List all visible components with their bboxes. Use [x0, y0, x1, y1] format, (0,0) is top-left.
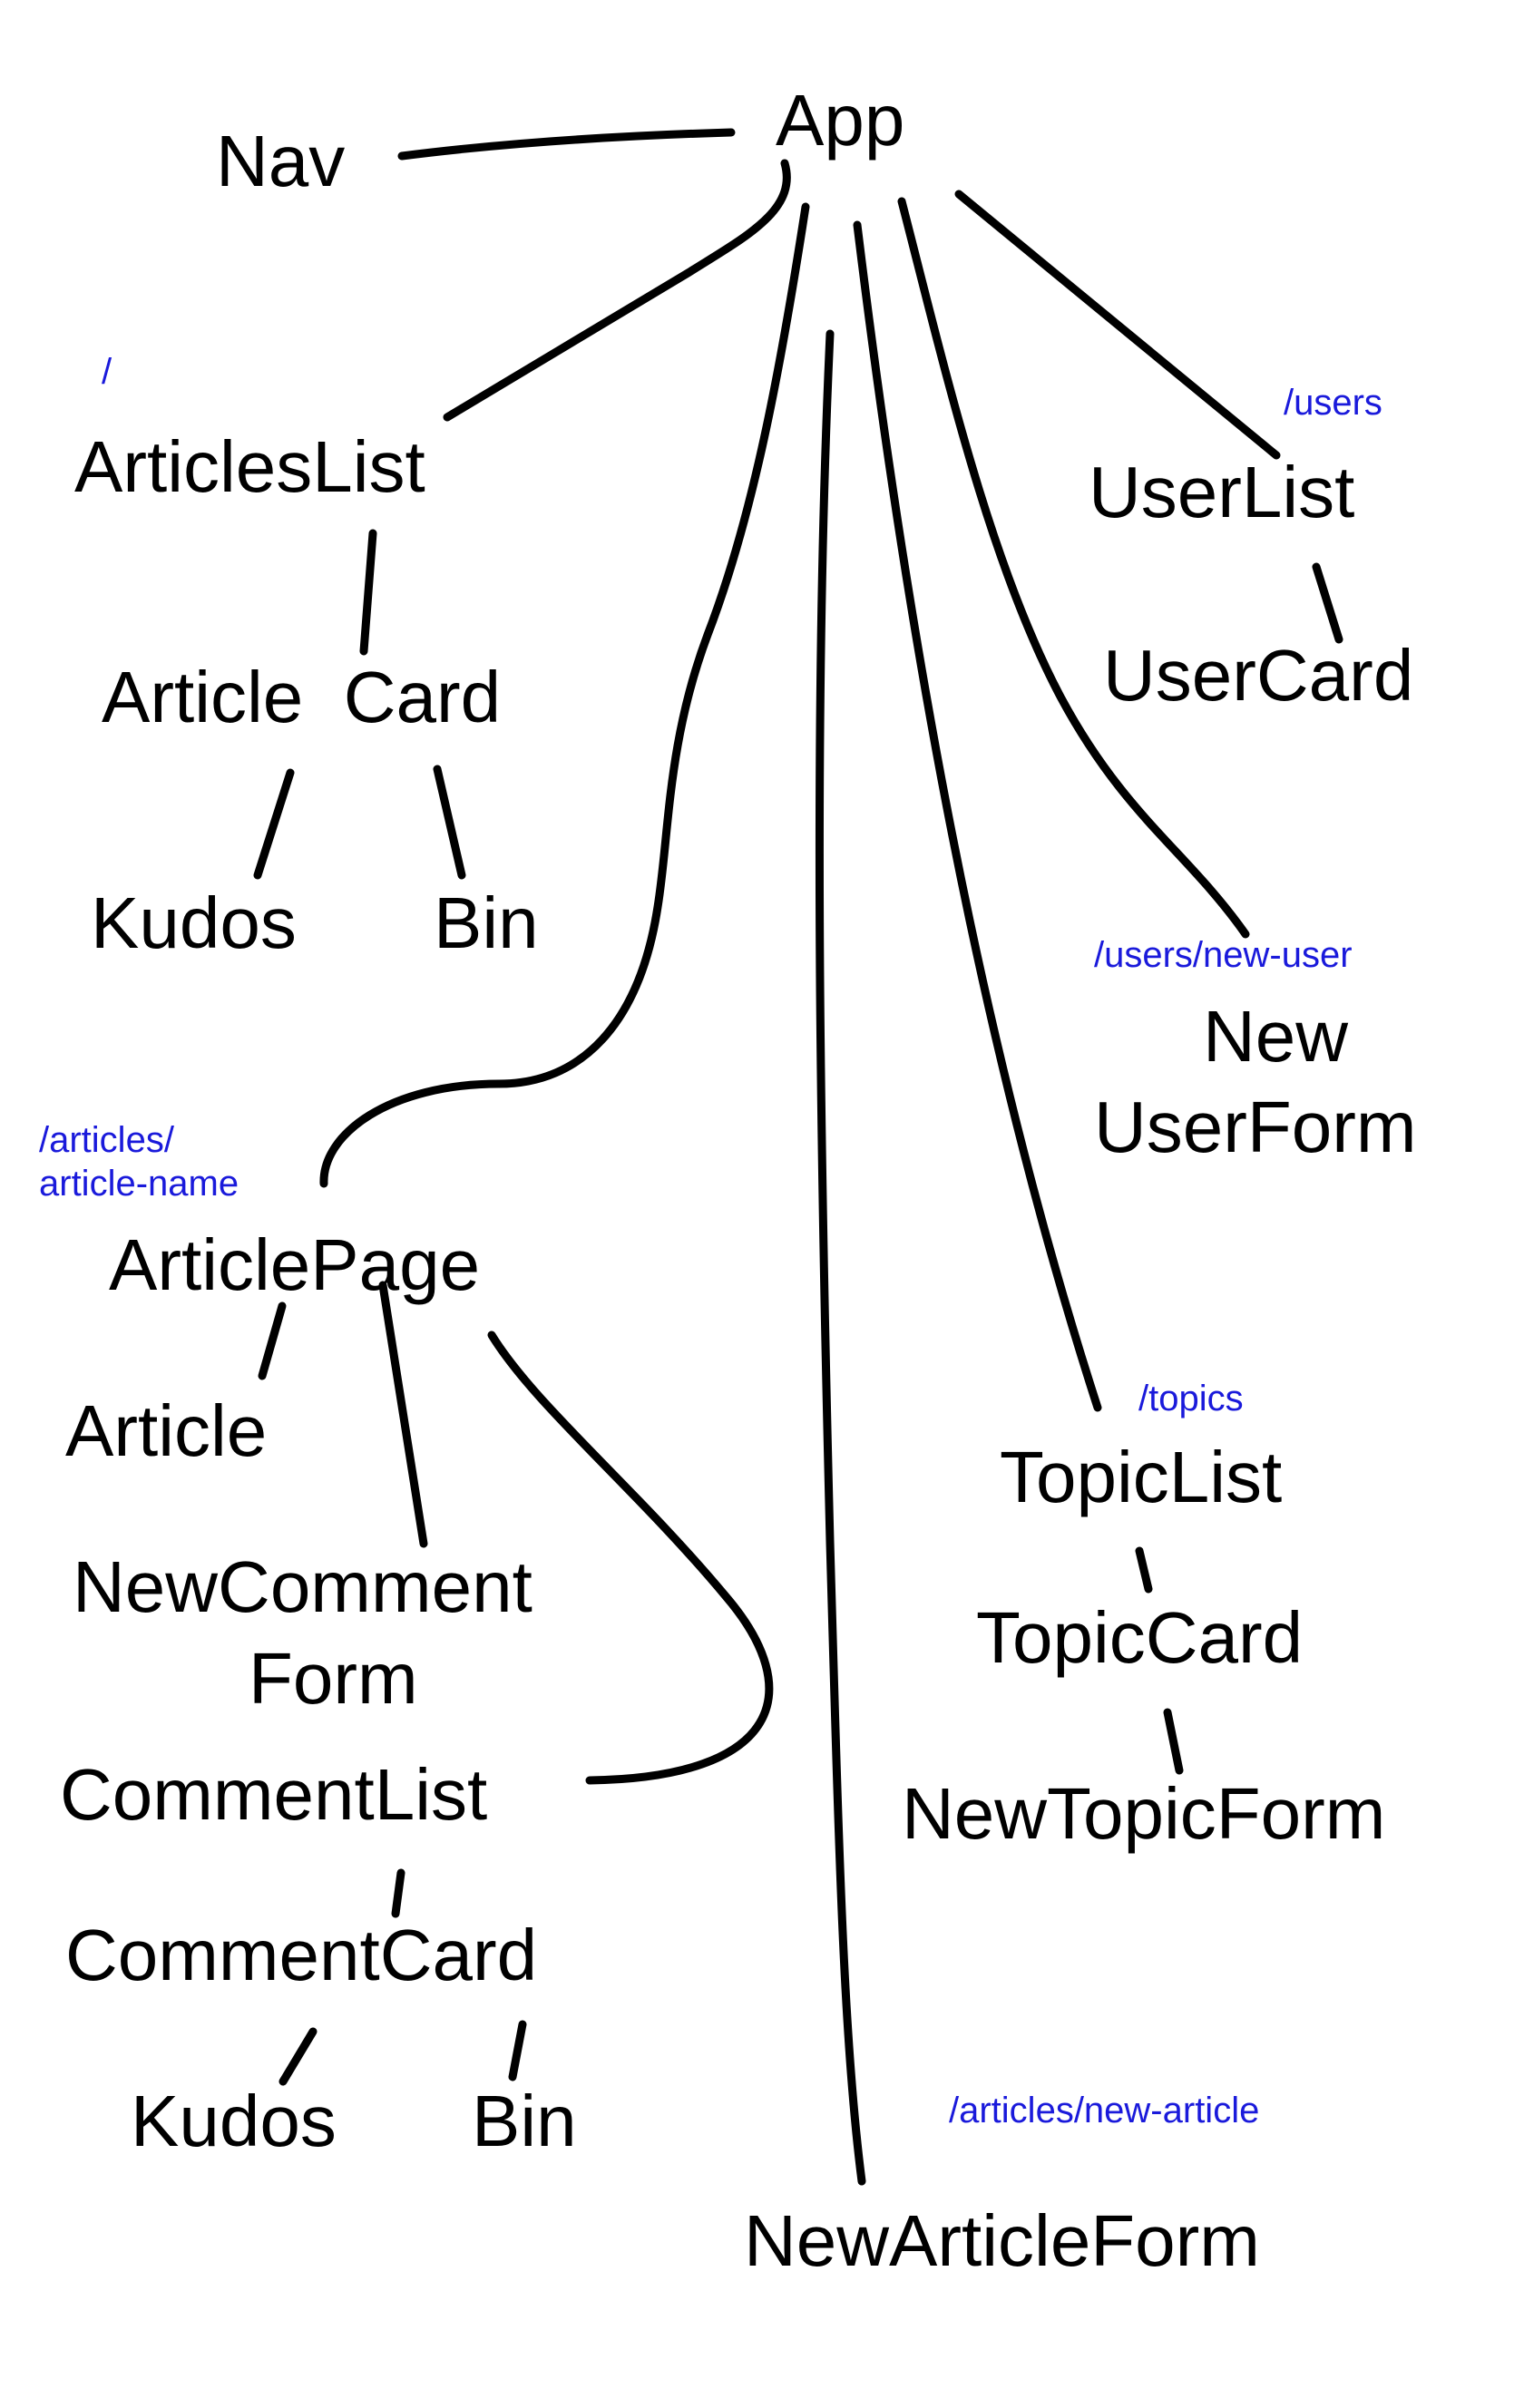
edge-app-articleslist — [443, 159, 791, 422]
route-topics: /topics — [1138, 1379, 1244, 1418]
route-article-name-line2: article-name — [39, 1164, 239, 1204]
node-topic-card: TopicCard — [976, 1597, 1303, 1678]
edges — [253, 128, 1343, 2186]
node-kudos: Kudos — [91, 882, 297, 963]
node-nav: Nav — [216, 121, 345, 201]
node-new-user-form-line2: UserForm — [1094, 1087, 1417, 1167]
edge-app-userlist — [954, 190, 1281, 460]
node-new-article-form: NewArticleForm — [744, 2200, 1260, 2281]
route-users: /users — [1284, 383, 1382, 423]
node-article-page: ArticlePage — [109, 1224, 480, 1305]
node-new-topic-form: NewTopicForm — [902, 1773, 1385, 1854]
edge-articlepage-newcommentform — [378, 1281, 428, 1548]
edge-app-newuserform — [897, 197, 1250, 939]
node-bin: Bin — [434, 882, 539, 963]
route-root: / — [102, 352, 112, 392]
route-new-article: /articles/new-article — [949, 2091, 1259, 2130]
edge-app-newarticleform — [815, 329, 866, 2186]
node-comment-list: CommentList — [60, 1754, 487, 1835]
routes: / /users /users/new-user /articles/ arti… — [39, 352, 1382, 2130]
edge-articlecard-bin — [433, 765, 466, 880]
node-user-list: UserList — [1089, 452, 1354, 532]
node-topic-list: TopicList — [1000, 1437, 1282, 1517]
node-articles-list: ArticlesList — [74, 426, 425, 507]
edge-articlepage-article — [258, 1301, 287, 1380]
edge-topiccard-newtopicform — [1163, 1708, 1184, 1775]
node-kudos-comment: Kudos — [131, 2081, 337, 2161]
node-article: Article — [65, 1390, 267, 1471]
node-comment-card: CommentCard — [65, 1915, 537, 1995]
edge-app-topiclist — [853, 220, 1102, 1412]
node-bin-comment: Bin — [472, 2081, 577, 2161]
edge-commentlist-commentcard — [391, 1868, 405, 1918]
edge-topiclist-topiccard — [1135, 1546, 1153, 1594]
edge-articlecard-kudos — [253, 768, 295, 880]
node-article-card: Article Card — [102, 657, 501, 737]
node-new-user-form-line1: New — [1203, 996, 1348, 1077]
node-new-comment-form-line2: Form — [249, 1638, 418, 1719]
edge-commentcard-kudos — [278, 2027, 318, 2086]
node-app: App — [776, 80, 904, 161]
node-user-card: UserCard — [1103, 635, 1413, 716]
edge-userlist-usercard — [1312, 562, 1343, 644]
route-users-new-user: /users/new-user — [1094, 935, 1353, 975]
edge-articleslist-articlecard — [359, 529, 377, 656]
nodes: App Nav ArticlesList Article Card Kudos … — [60, 80, 1417, 2281]
edge-app-articlepage — [319, 202, 810, 1188]
node-new-comment-form-line1: NewComment — [73, 1546, 532, 1627]
edge-app-nav — [397, 128, 736, 161]
edge-commentcard-bin — [508, 2020, 527, 2081]
route-article-name-line1: /articles/ — [39, 1120, 175, 1160]
edge-articlepage-commentlist — [487, 1331, 774, 1785]
